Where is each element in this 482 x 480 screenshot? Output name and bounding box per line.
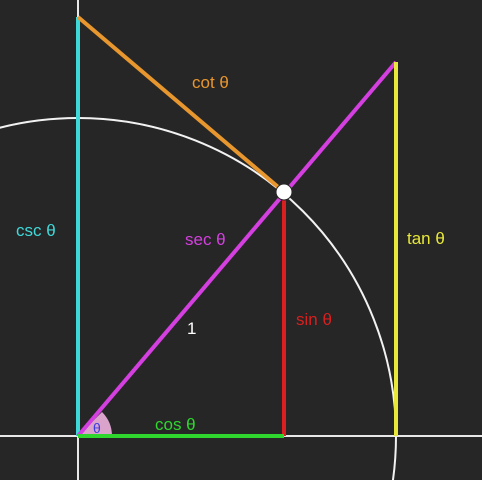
unit-circle-point bbox=[275, 183, 293, 201]
angle-theta-wedge bbox=[78, 412, 112, 436]
sec-label: sec θ bbox=[185, 230, 226, 249]
cos-label: cos θ bbox=[155, 415, 196, 434]
csc-label: csc θ bbox=[16, 221, 56, 240]
cot-segment bbox=[76, 15, 286, 194]
unit-circle bbox=[0, 117, 397, 480]
sin-label: sin θ bbox=[296, 310, 332, 329]
theta-label: θ bbox=[93, 420, 101, 436]
tan-label: tan θ bbox=[407, 229, 445, 248]
cot-label: cot θ bbox=[192, 73, 229, 92]
radius-one-label: 1 bbox=[187, 319, 196, 338]
sec-segment bbox=[76, 60, 398, 438]
